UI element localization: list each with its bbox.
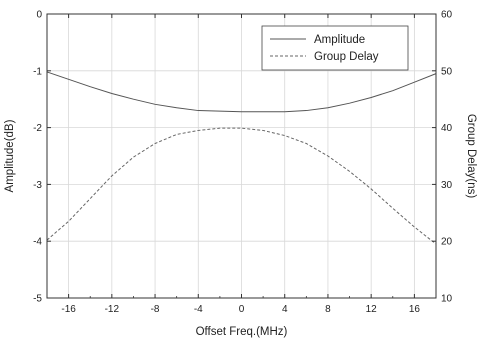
x-tick-label: 4 — [282, 304, 288, 315]
x-tick-label: -12 — [105, 304, 120, 315]
y2-tick-label: 10 — [441, 294, 453, 305]
y2-tick-label: 60 — [441, 10, 453, 21]
series-layer — [46, 71, 437, 245]
y2-tick-label: 20 — [441, 237, 453, 248]
x-tick-label: -16 — [61, 304, 76, 315]
y-tick-label: 0 — [36, 10, 42, 21]
x-tick-label: 16 — [409, 304, 421, 315]
y-tick-label: -4 — [33, 237, 42, 248]
y-tick-label: -5 — [33, 294, 42, 305]
y2-tick-label: 50 — [441, 66, 453, 77]
y2-tick-label: 40 — [441, 123, 453, 134]
y-tick-label: -3 — [33, 180, 42, 191]
y2-axis-title: Group Delay(ns) — [465, 114, 477, 199]
legend-box — [261, 25, 409, 71]
x-axis-title: Offset Freq.(MHz) — [196, 326, 288, 338]
tick-marks — [46, 13, 437, 299]
series-line-amplitude — [46, 71, 437, 113]
legend-label-amplitude: Amplitude — [314, 34, 365, 46]
y2-tick-label: 30 — [441, 180, 453, 191]
x-tick-label: 0 — [239, 304, 245, 315]
series-line-group-delay — [46, 127, 437, 245]
x-tick-label: -8 — [151, 304, 160, 315]
y-tick-label: -2 — [33, 123, 42, 134]
x-tick-label: 8 — [325, 304, 331, 315]
y-tick-labels: 0 -1 -2 -3 -4 -5 — [33, 10, 42, 305]
legend-label-group-delay: Group Delay — [314, 51, 379, 63]
x-tick-label: 12 — [366, 304, 378, 315]
y-tick-label: -1 — [33, 66, 42, 77]
x-tick-label: -4 — [194, 304, 203, 315]
legend: Amplitude Group Delay — [261, 25, 409, 71]
x-tick-labels: -16 -12 -8 -4 0 4 8 12 16 — [61, 304, 420, 315]
y2-tick-labels: 60 50 40 30 20 10 — [441, 10, 453, 305]
y-axis-title: Amplitude(dB) — [4, 119, 16, 192]
